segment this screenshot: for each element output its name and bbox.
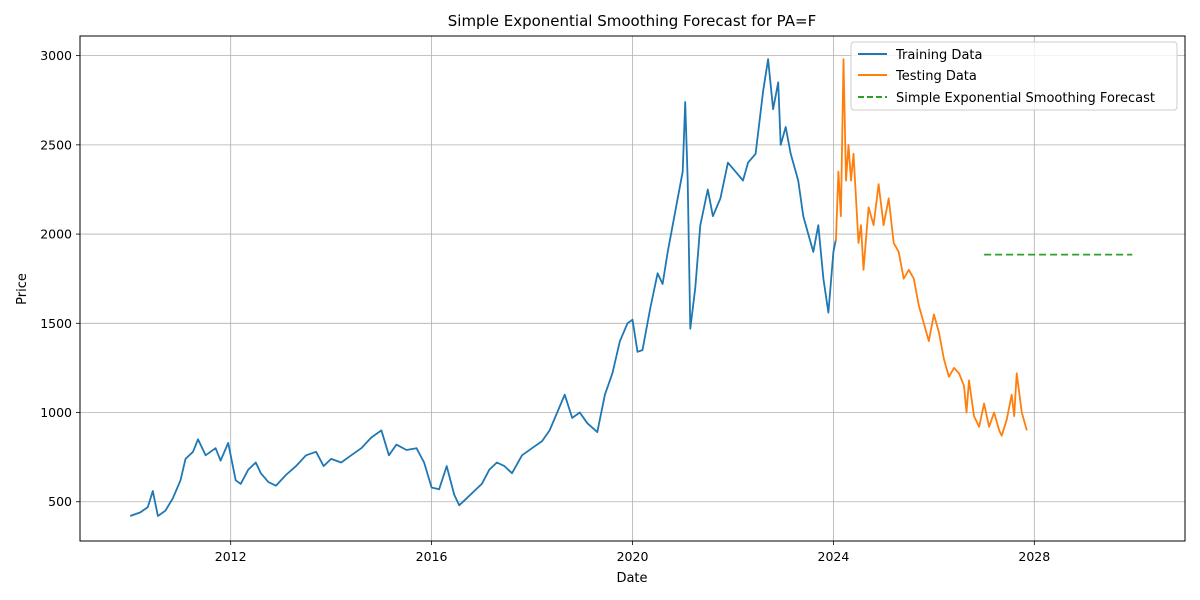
chart-title: Simple Exponential Smoothing Forecast fo… — [448, 12, 816, 30]
y-tick-label: 3000 — [40, 48, 72, 63]
x-tick-label: 2016 — [416, 549, 448, 564]
legend: Training Data Testing Data Simple Expone… — [850, 41, 1178, 111]
x-axis-ticks: 2012 2016 2020 2024 2028 — [215, 541, 1050, 564]
y-tick-label: 500 — [48, 494, 72, 509]
x-tick-label: 2012 — [215, 549, 247, 564]
y-tick-label: 1000 — [40, 405, 72, 420]
series-line-training-data — [129, 58, 837, 517]
legend-label-training: Training Data — [895, 48, 982, 63]
legend-frame — [850, 41, 1178, 111]
x-axis-title: Date — [616, 571, 647, 586]
x-tick-label: 2024 — [818, 549, 850, 564]
y-axis-ticks: 500 1000 1500 2000 2500 3000 — [40, 48, 80, 509]
legend-label-forecast: Simple Exponential Smoothing Forecast — [896, 91, 1155, 106]
y-tick-label: 2000 — [40, 227, 72, 242]
x-tick-label: 2020 — [617, 549, 649, 564]
x-tick-label: 2028 — [1018, 549, 1050, 564]
series-line-testing-data — [835, 58, 1028, 437]
plot-area — [79, 35, 1186, 542]
y-tick-label: 2500 — [40, 137, 72, 152]
series-lines — [129, 58, 1133, 517]
y-axis-title: Price — [15, 273, 30, 305]
y-tick-label: 1500 — [40, 316, 72, 331]
legend-label-testing: Testing Data — [895, 69, 977, 84]
